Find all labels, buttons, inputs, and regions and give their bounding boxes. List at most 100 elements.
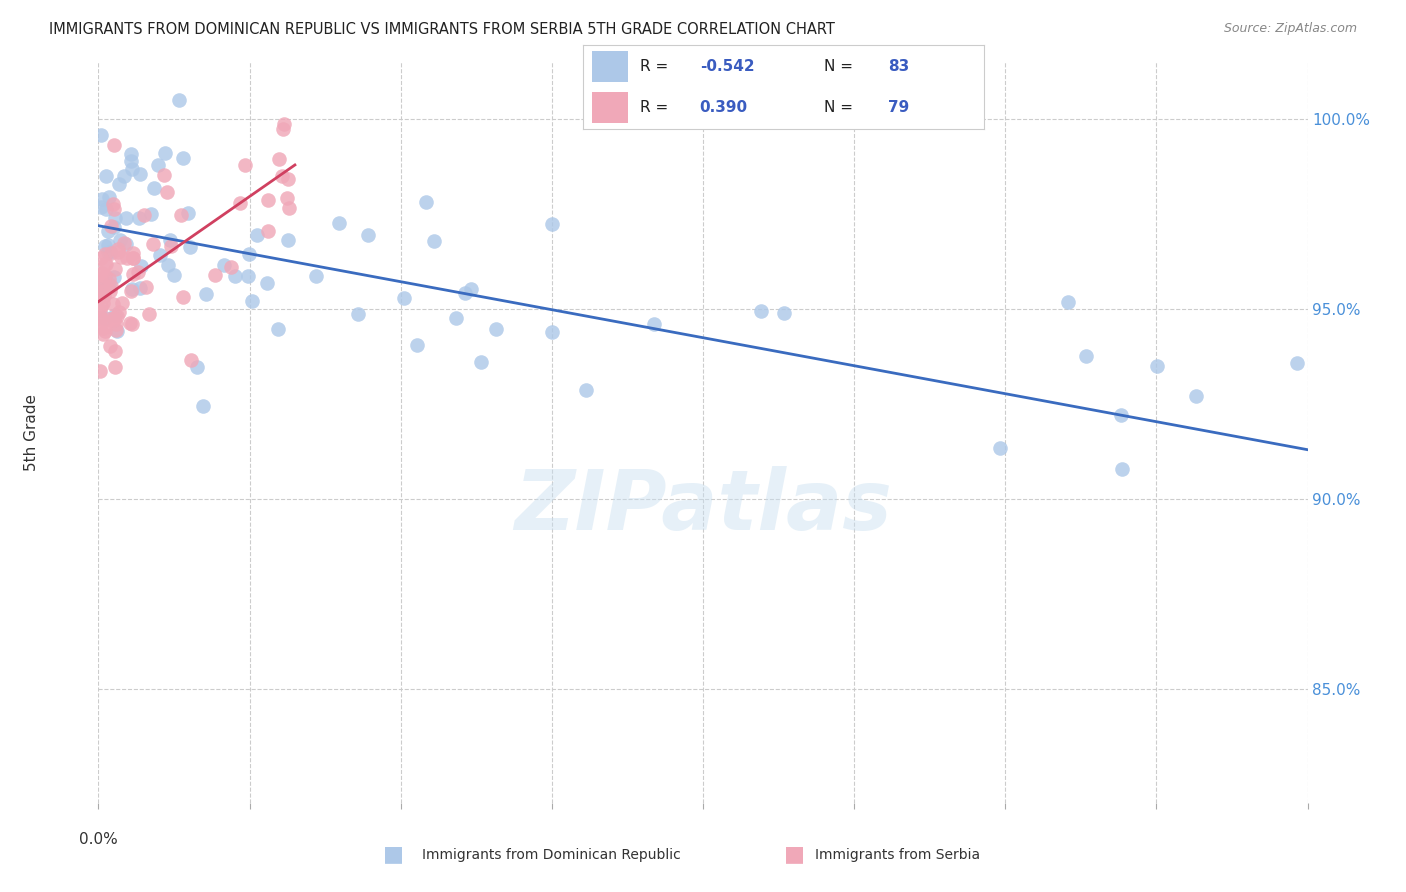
Point	[120, 284, 142, 298]
Point	[485, 322, 508, 336]
Point	[91, 266, 114, 280]
Point	[224, 268, 246, 283]
Point	[257, 224, 280, 238]
Point	[90, 252, 112, 266]
Point	[89, 318, 111, 333]
Point	[773, 306, 796, 320]
Point	[100, 246, 122, 260]
Point	[160, 239, 183, 253]
Point	[120, 154, 142, 169]
Point	[100, 219, 122, 233]
Point	[256, 276, 278, 290]
Point	[105, 318, 128, 332]
Point	[179, 240, 201, 254]
Point	[91, 327, 114, 342]
Point	[98, 244, 121, 259]
Point	[112, 169, 135, 183]
Point	[134, 208, 156, 222]
Point	[127, 265, 149, 279]
Point	[94, 202, 117, 216]
Point	[172, 151, 194, 165]
Point	[97, 190, 120, 204]
Point	[121, 246, 143, 260]
Point	[89, 311, 111, 326]
Text: 5th Grade: 5th Grade	[24, 394, 39, 471]
Point	[143, 180, 166, 194]
Point	[153, 168, 176, 182]
Text: ■: ■	[785, 845, 804, 864]
Point	[454, 286, 477, 301]
Point	[112, 235, 135, 250]
Point	[121, 317, 143, 331]
Point	[104, 262, 127, 277]
Point	[212, 258, 235, 272]
Point	[105, 310, 128, 324]
Text: 0.390: 0.390	[700, 100, 748, 115]
Point	[110, 250, 132, 264]
Text: 83: 83	[889, 59, 910, 74]
Point	[460, 281, 482, 295]
Point	[98, 339, 121, 353]
Point	[277, 172, 299, 186]
Point	[273, 121, 295, 136]
Point	[120, 147, 142, 161]
Point	[131, 259, 153, 273]
Point	[170, 208, 193, 222]
Point	[423, 235, 446, 249]
Point	[1146, 359, 1168, 373]
Point	[191, 400, 214, 414]
Text: R =: R =	[640, 100, 678, 115]
Point	[149, 248, 172, 262]
Point	[90, 128, 112, 143]
Point	[93, 324, 115, 338]
Text: N =: N =	[824, 100, 858, 115]
Text: R =: R =	[640, 59, 672, 74]
Point	[107, 244, 129, 259]
Point	[229, 195, 252, 210]
Point	[107, 242, 129, 256]
Point	[89, 274, 111, 288]
Point	[180, 353, 202, 368]
Point	[257, 194, 280, 208]
Point	[219, 260, 242, 275]
Point	[246, 227, 269, 242]
Point	[98, 312, 121, 326]
Point	[357, 227, 380, 242]
Point	[129, 167, 152, 181]
Point	[104, 308, 127, 322]
Text: N =: N =	[824, 59, 858, 74]
Point	[276, 191, 298, 205]
Point	[153, 145, 176, 160]
Point	[163, 268, 186, 282]
Point	[277, 233, 299, 247]
Point	[135, 280, 157, 294]
Point	[1285, 356, 1308, 370]
Point	[96, 244, 118, 259]
Point	[988, 442, 1011, 456]
Point	[240, 294, 263, 309]
Text: Immigrants from Dominican Republic: Immigrants from Dominican Republic	[422, 847, 681, 862]
Text: 0.0%: 0.0%	[79, 832, 118, 847]
Text: ■: ■	[384, 845, 404, 864]
Point	[415, 195, 437, 210]
Point	[97, 238, 120, 252]
Point	[273, 117, 295, 131]
Point	[1111, 462, 1133, 476]
Point	[104, 344, 127, 359]
Point	[100, 284, 122, 298]
Point	[91, 321, 114, 335]
Point	[1057, 294, 1080, 309]
Bar	[592, 92, 627, 122]
Point	[101, 197, 124, 211]
Point	[103, 202, 125, 217]
Point	[103, 313, 125, 327]
Point	[575, 384, 598, 398]
Point	[94, 169, 117, 184]
Point	[89, 302, 111, 317]
Point	[266, 322, 288, 336]
Point	[103, 220, 125, 235]
Point	[540, 325, 562, 339]
Point	[89, 364, 111, 378]
Point	[238, 247, 260, 261]
Point	[122, 268, 145, 282]
